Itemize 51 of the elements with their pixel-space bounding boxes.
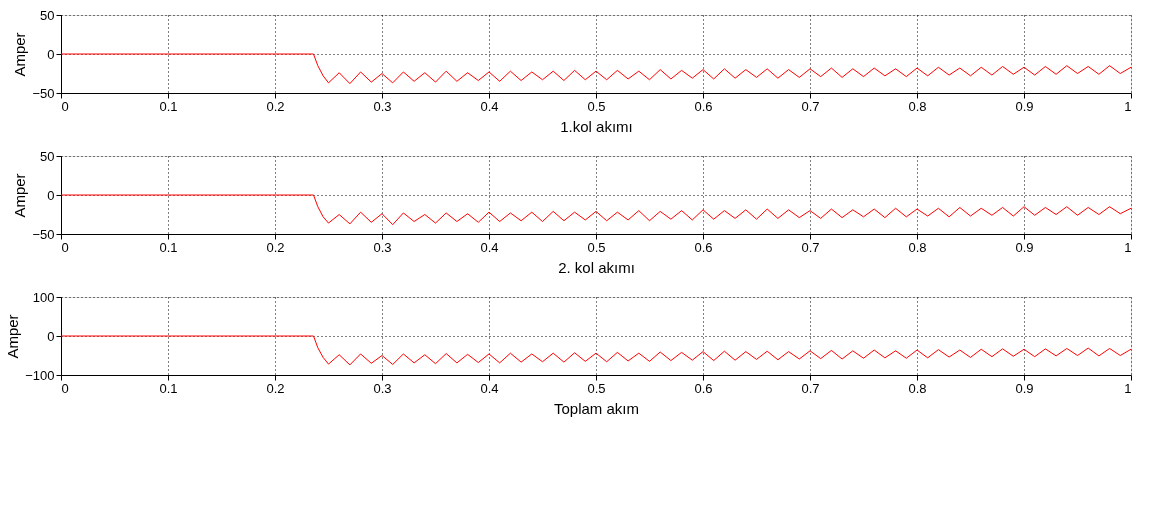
y-tick-label: 100 xyxy=(32,289,55,305)
y-axis-title: Amper xyxy=(4,314,22,359)
x-tick-label: 0.7 xyxy=(801,380,820,396)
x-tick-label: 0.5 xyxy=(587,380,606,396)
y-axis-title: Amper xyxy=(11,32,29,77)
x-axis-title: 1.kol akımı xyxy=(560,117,633,135)
x-tick-label: 0.2 xyxy=(266,239,285,255)
x-tick-label: 0.2 xyxy=(266,380,285,396)
x-tick-label: 0.7 xyxy=(801,239,820,255)
y-tick-label: 0 xyxy=(47,328,55,344)
y-tick-label: −50 xyxy=(32,85,55,101)
x-tick-label: 0.4 xyxy=(480,98,499,114)
x-tick-label: 0.9 xyxy=(1015,239,1034,255)
x-axis-title: 2. kol akımı xyxy=(558,258,635,276)
y-tick-label: 0 xyxy=(47,46,55,62)
line-series xyxy=(61,53,1131,85)
x-tick-label: 0.5 xyxy=(587,239,606,255)
x-tick-label: 0.2 xyxy=(266,98,285,114)
x-tick-label: 0.1 xyxy=(159,380,178,396)
x-tick-label: 0.1 xyxy=(159,98,178,114)
x-tick-label: 0.6 xyxy=(694,98,713,114)
x-tick-label: 0.9 xyxy=(1015,98,1034,114)
y-tick-label: −100 xyxy=(25,367,55,383)
x-tick-label: 1 xyxy=(1124,380,1132,396)
x-tick-label: 0.3 xyxy=(373,98,392,114)
x-tick-label: 0.3 xyxy=(373,380,392,396)
line-series xyxy=(61,194,1131,226)
x-tick-label: 0.8 xyxy=(908,380,927,396)
x-tick-label: 0.9 xyxy=(1015,380,1034,396)
y-tick-label: 50 xyxy=(40,7,55,23)
x-tick-label: 0 xyxy=(61,98,69,114)
line-series xyxy=(61,335,1131,366)
x-tick-label: 0.8 xyxy=(908,239,927,255)
x-tick-label: 0.4 xyxy=(480,380,499,396)
x-tick-label: 1 xyxy=(1124,98,1132,114)
x-tick-label: 0.3 xyxy=(373,239,392,255)
x-tick-label: 0.1 xyxy=(159,239,178,255)
x-tick-label: 0.6 xyxy=(694,380,713,396)
x-tick-label: 0.5 xyxy=(587,98,606,114)
y-tick-label: 0 xyxy=(47,187,55,203)
x-tick-label: 1 xyxy=(1124,239,1132,255)
x-tick-label: 0.7 xyxy=(801,98,820,114)
y-axis-title: Amper xyxy=(11,173,29,218)
y-tick-label: 50 xyxy=(40,148,55,164)
x-tick-label: 0 xyxy=(61,239,69,255)
x-tick-label: 0 xyxy=(61,380,69,396)
x-tick-label: 0.8 xyxy=(908,98,927,114)
y-tick-label: −50 xyxy=(32,226,55,242)
x-tick-label: 0.4 xyxy=(480,239,499,255)
x-tick-label: 0.6 xyxy=(694,239,713,255)
x-axis-title: Toplam akım xyxy=(553,399,640,417)
